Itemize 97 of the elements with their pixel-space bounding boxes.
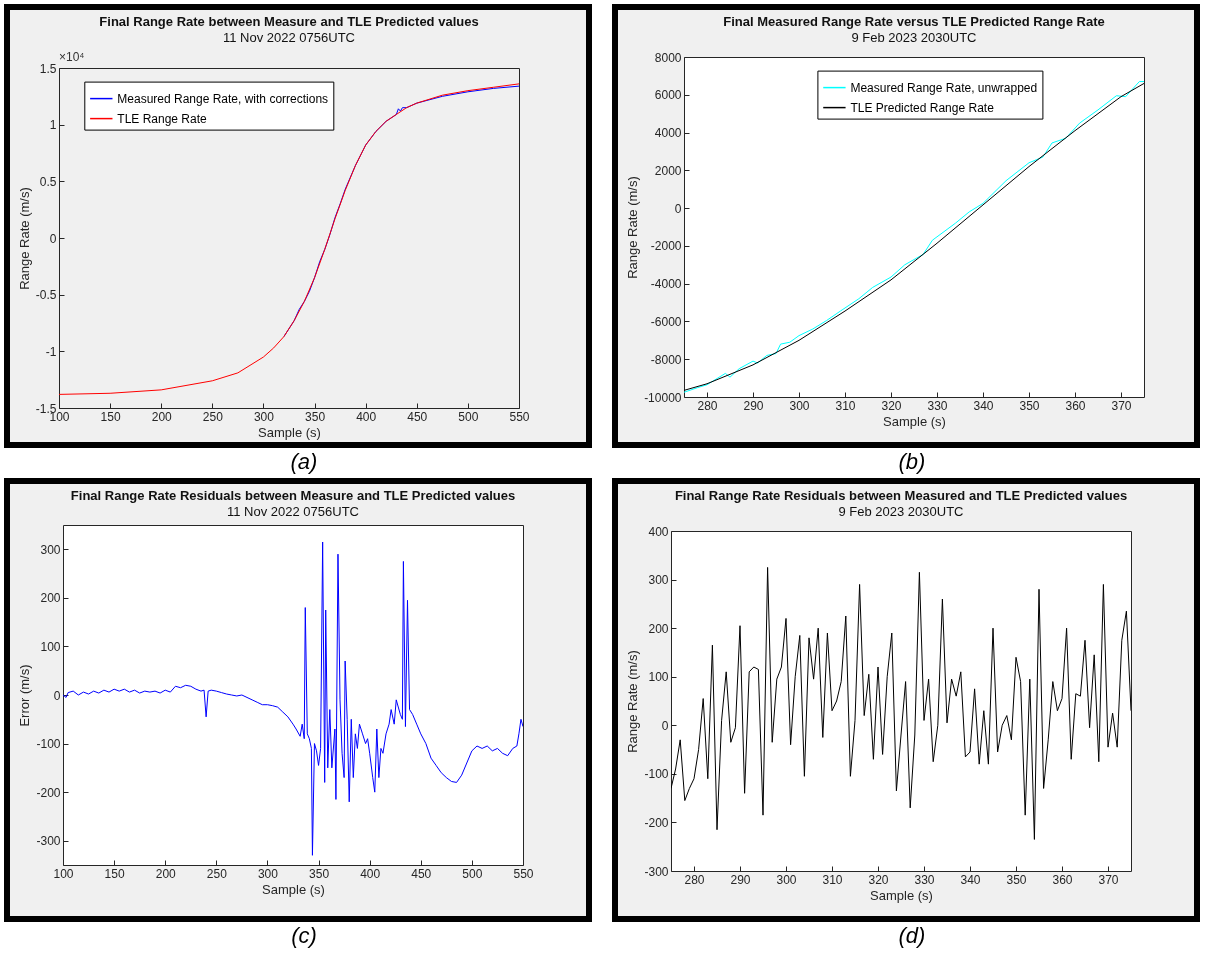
x-axis-title: Sample (s) — [262, 881, 325, 897]
y-tick-label: 4000 — [654, 126, 682, 141]
x-tick-label: 330 — [914, 872, 935, 887]
x-tick-label: 300 — [253, 409, 275, 424]
text: ×10⁴ — [59, 50, 85, 64]
x-tick-label: 200 — [151, 409, 173, 424]
x-tick-label: 450 — [407, 409, 428, 424]
y-tick-label: 8000 — [654, 50, 682, 65]
text: (b) — [897, 448, 927, 476]
y-tick-label: 300 — [648, 573, 669, 588]
x-axis-title: Sample (s) — [258, 424, 321, 440]
y-tick-label: -100 — [644, 767, 669, 782]
chart-title: Final Range Rate between Measure and TLE Predicted values — [99, 14, 479, 29]
x-tick-label: 400 — [356, 409, 377, 424]
x-tick-label: 150 — [104, 866, 125, 881]
x-tick-label: 280 — [684, 872, 705, 887]
y-tick-label: 200 — [648, 621, 669, 636]
y-tick-label: 0 — [53, 688, 61, 703]
y-tick-label: 1 — [49, 118, 57, 133]
y-tick-label: 2000 — [654, 163, 682, 178]
x-tick-label: 310 — [835, 398, 856, 413]
y-tick-label: 1.5 — [39, 61, 57, 76]
y-tick-label: 400 — [648, 524, 669, 539]
legend-label: Measured Range Rate, unwrapped — [850, 80, 1038, 95]
y-tick-label: -200 — [644, 815, 669, 830]
y-tick-label: -4000 — [650, 277, 682, 292]
chart-title: Final Measured Range Rate versus TLE Predicted Range Rate — [723, 14, 1105, 29]
x-tick-label: 350 — [309, 866, 330, 881]
x-tick-label: 340 — [960, 872, 981, 887]
x-axis-title: Sample (s) — [870, 887, 933, 903]
line-series — [671, 566, 1131, 840]
y-tick-label: -200 — [36, 785, 61, 800]
y-tick-label: -2000 — [650, 239, 682, 254]
x-tick-label: 340 — [973, 398, 994, 413]
legend-label: TLE Predicted Range Rate — [850, 100, 995, 115]
x-tick-label: 280 — [697, 398, 718, 413]
x-tick-label: 370 — [1098, 872, 1119, 887]
x-tick-label: 550 — [513, 866, 534, 881]
text: (d) — [897, 922, 927, 950]
y-tick-label: -1 — [45, 344, 57, 359]
x-tick-label: 300 — [257, 866, 279, 881]
x-tick-label: 320 — [881, 398, 902, 413]
y-axis-title: Range Rate (m/s) — [16, 187, 32, 290]
line-series — [63, 541, 523, 856]
text: (c) — [290, 922, 318, 950]
y-axis-title: Range Rate (m/s) — [625, 176, 641, 279]
y-tick-label: 0 — [661, 718, 669, 733]
y-tick-label: 200 — [40, 591, 61, 606]
x-tick-label: 290 — [743, 398, 764, 413]
y-tick-label: -8000 — [650, 352, 682, 367]
y-axis-title: Range Rate (m/s) — [625, 650, 641, 753]
x-tick-label: 300 — [776, 872, 797, 887]
chart-subtitle: 11 Nov 2022 0756UTC — [226, 504, 360, 519]
legend-label: TLE Range Rate — [117, 111, 208, 126]
x-tick-label: 300 — [789, 398, 810, 413]
y-tick-label: -0.5 — [35, 288, 57, 303]
legend-label: Measured Range Rate, with corrections — [117, 91, 329, 106]
x-tick-label: 250 — [206, 866, 228, 881]
x-tick-label: 500 — [462, 866, 483, 881]
x-tick-label: 360 — [1052, 872, 1073, 887]
chart-subtitle: 11 Nov 2022 0756UTC — [222, 30, 356, 45]
x-axis-title: Sample (s) — [883, 413, 946, 429]
y-tick-label: 0 — [674, 201, 682, 216]
y-tick-label: -300 — [644, 864, 669, 879]
y-tick-label: 100 — [648, 670, 669, 685]
x-tick-label: 400 — [360, 866, 381, 881]
x-tick-label: 350 — [1019, 398, 1040, 413]
x-tick-label: 500 — [458, 409, 479, 424]
x-tick-label: 350 — [305, 409, 326, 424]
x-tick-label: 450 — [411, 866, 432, 881]
x-tick-label: 350 — [1006, 872, 1027, 887]
x-tick-label: 200 — [155, 866, 177, 881]
y-tick-label: 0.5 — [39, 174, 57, 189]
y-tick-label: 300 — [40, 542, 61, 557]
chart-subtitle: 9 Feb 2023 2030UTC — [838, 504, 964, 519]
x-tick-label: 290 — [730, 872, 751, 887]
chart-title: Final Range Rate Residuals between Measured and TLE Predicted values — [674, 488, 1128, 503]
x-tick-label: 320 — [868, 872, 889, 887]
chart-title: Final Range Rate Residuals between Measure and TLE Predicted values — [70, 488, 516, 503]
x-tick-label: 360 — [1065, 398, 1086, 413]
line-series — [59, 83, 519, 395]
y-axis-title: Error (m/s) — [17, 664, 33, 727]
x-tick-label: 250 — [202, 409, 224, 424]
x-tick-label: 150 — [100, 409, 121, 424]
x-tick-label: 550 — [509, 409, 530, 424]
y-tick-label: 0 — [49, 231, 57, 246]
x-tick-label: 330 — [927, 398, 948, 413]
y-tick-label: 100 — [40, 639, 61, 654]
y-tick-label: -100 — [36, 737, 61, 752]
y-tick-label: -6000 — [650, 314, 682, 329]
y-tick-label: 6000 — [654, 88, 682, 103]
text: (a) — [289, 448, 319, 476]
chart-subtitle: 9 Feb 2023 2030UTC — [851, 30, 977, 45]
x-tick-label: 310 — [822, 872, 843, 887]
y-tick-label: -300 — [36, 834, 61, 849]
y-tick-label: -10000 — [644, 390, 682, 405]
x-tick-label: 370 — [1111, 398, 1132, 413]
